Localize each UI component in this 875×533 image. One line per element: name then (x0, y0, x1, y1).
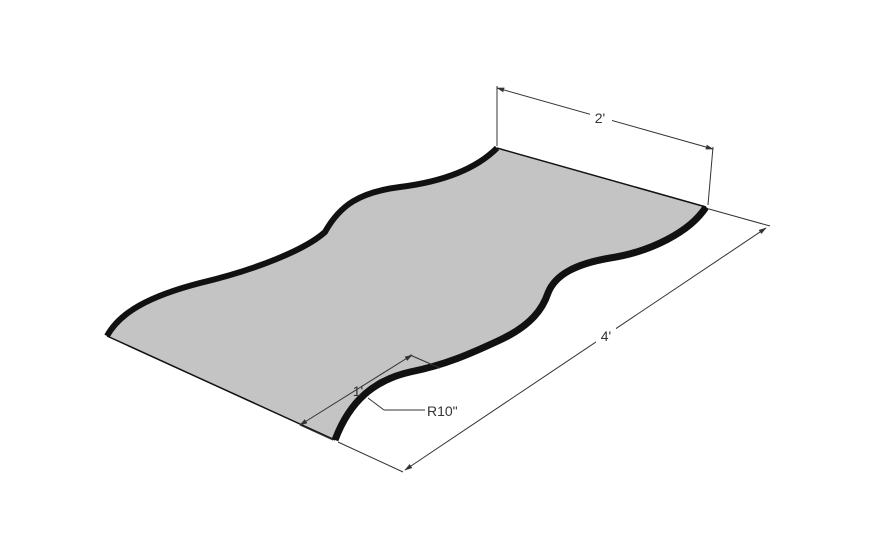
dimension-width: 2' (496, 86, 714, 206)
panel-top-face (107, 148, 706, 440)
dimension-length-label: 4' (601, 328, 611, 344)
panel-edge-back (496, 147, 707, 208)
dimension-length: 4' (337, 208, 771, 473)
dimension-offset-label: 1' (353, 383, 363, 399)
panel-edge-front (106, 335, 336, 441)
panel-edge-left (104, 145, 500, 338)
radius-callout: R10" (367, 397, 458, 419)
dimension-offset: 1' (299, 354, 441, 441)
radius-label: R10" (427, 403, 458, 419)
dimension-width-label: 2' (595, 110, 605, 126)
